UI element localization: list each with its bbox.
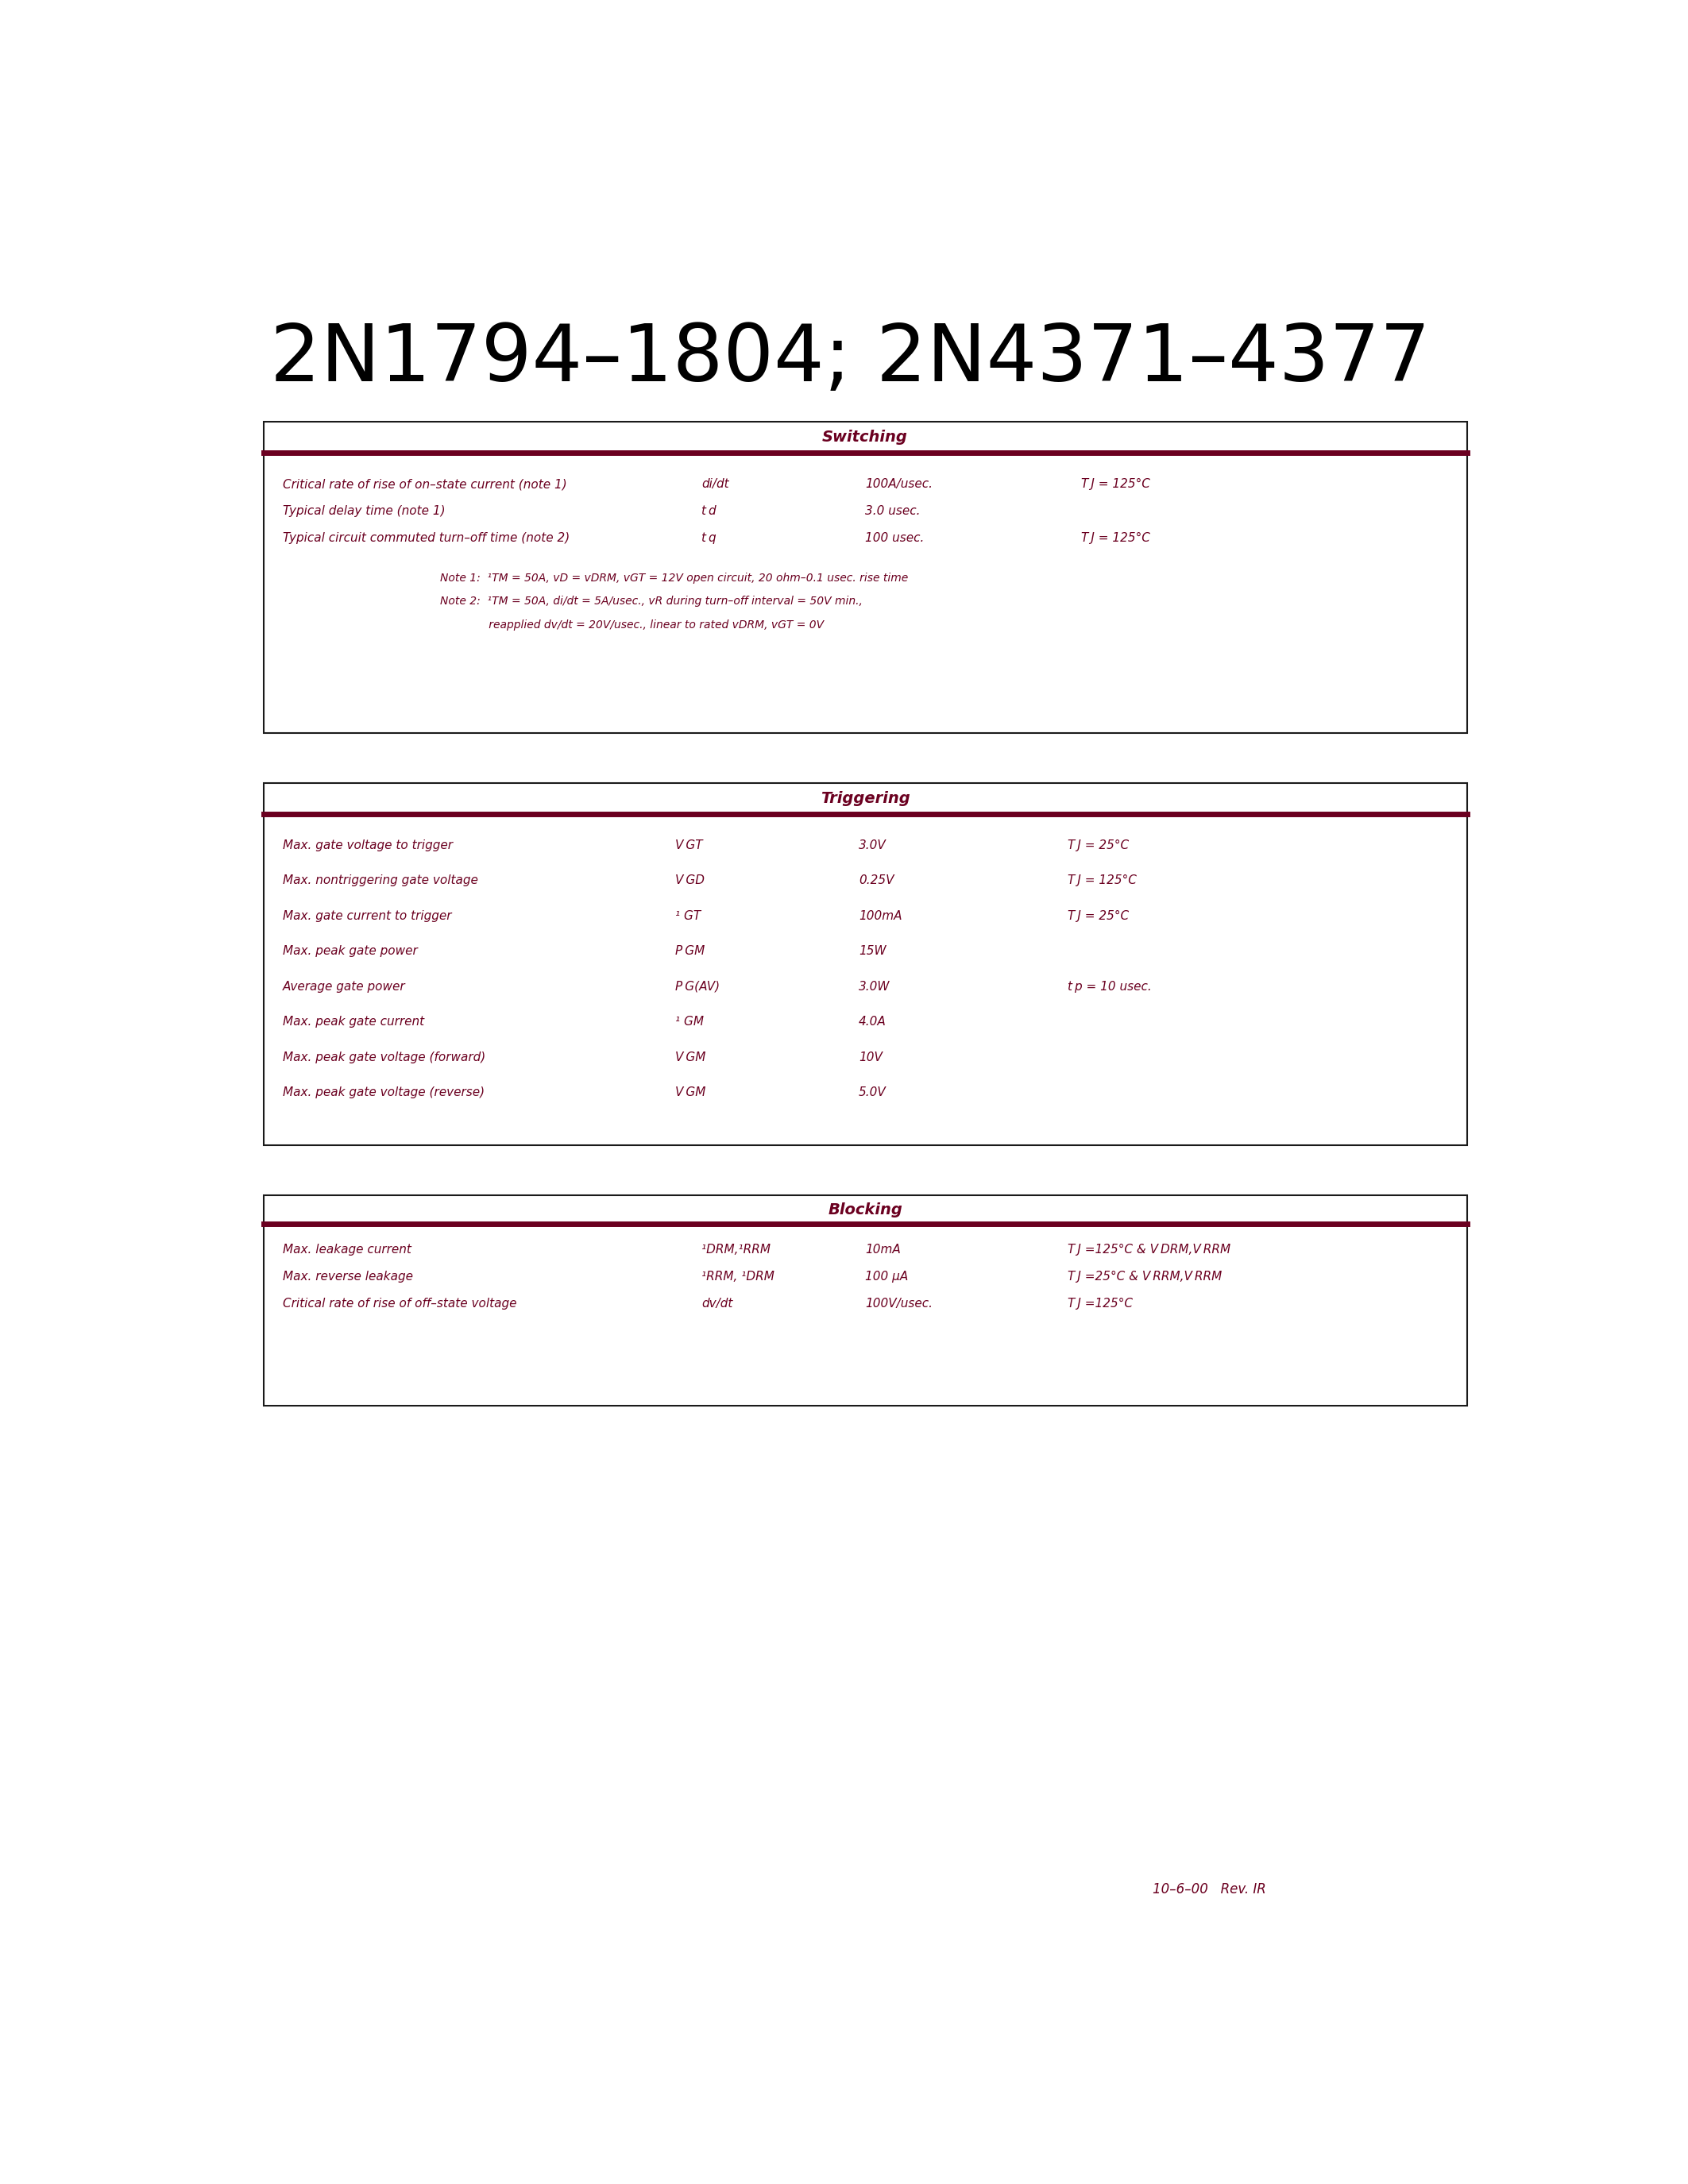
Text: 0.25V: 0.25V [859,874,895,887]
Text: t p = 10 usec.: t p = 10 usec. [1069,981,1151,992]
Text: t q: t q [702,533,716,544]
Text: Max. peak gate current: Max. peak gate current [284,1016,424,1029]
Text: Note 1:  ¹TM = 50A, ᴠD = ᴠDRM, ᴠGT = 12V open circuit, 20 ohm–0.1 usec. rise tim: Note 1: ¹TM = 50A, ᴠD = ᴠDRM, ᴠGT = 12V … [441,572,908,583]
Text: T J = 125°C: T J = 125°C [1069,874,1138,887]
Text: V GT: V GT [675,839,702,852]
Text: ¹ GT: ¹ GT [675,911,701,922]
Text: T J =125°C & V DRM,V RRM: T J =125°C & V DRM,V RRM [1069,1245,1231,1256]
Text: V GM: V GM [675,1088,706,1099]
Text: Typical delay time (note 1): Typical delay time (note 1) [284,505,446,518]
Text: Max. peak gate voltage (forward): Max. peak gate voltage (forward) [284,1051,486,1064]
Text: 3.0W: 3.0W [859,981,890,992]
Text: reapplied dv/dt = 20V/usec., linear to rated ᴠDRM, ᴠGT = 0V: reapplied dv/dt = 20V/usec., linear to r… [441,620,824,631]
Text: ¹DRM,¹RRM: ¹DRM,¹RRM [702,1245,771,1256]
Text: Max. gate current to trigger: Max. gate current to trigger [284,911,452,922]
Text: T J = 25°C: T J = 25°C [1069,839,1129,852]
Text: V GM: V GM [675,1051,706,1064]
Text: 5.0V: 5.0V [859,1088,886,1099]
Text: Max. nontriggering gate voltage: Max. nontriggering gate voltage [284,874,478,887]
Text: 3.0 usec.: 3.0 usec. [866,505,920,518]
Text: 100V/usec.: 100V/usec. [866,1297,932,1310]
Text: Average gate power: Average gate power [284,981,405,992]
Text: P GM: P GM [675,946,706,957]
Text: T J = 25°C: T J = 25°C [1069,911,1129,922]
Bar [263,1195,1467,1406]
Text: 100mA: 100mA [859,911,901,922]
Bar [263,784,1467,1144]
Text: 10V: 10V [859,1051,883,1064]
Text: T J =25°C & V RRM,V RRM: T J =25°C & V RRM,V RRM [1069,1271,1222,1282]
Text: 4.0A: 4.0A [859,1016,886,1029]
Text: Typical circuit commuted turn–off time (note 2): Typical circuit commuted turn–off time (… [284,533,571,544]
Text: T J = 125°C: T J = 125°C [1080,533,1150,544]
Text: 3.0V: 3.0V [859,839,886,852]
Text: V GD: V GD [675,874,706,887]
Text: Critical rate of rise of off–state voltage: Critical rate of rise of off–state volta… [284,1297,517,1310]
Text: 2N1794–1804; 2N4371–4377: 2N1794–1804; 2N4371–4377 [270,321,1430,397]
Text: Max. leakage current: Max. leakage current [284,1245,412,1256]
Text: 10mA: 10mA [866,1245,901,1256]
Text: Max. reverse leakage: Max. reverse leakage [284,1271,414,1282]
Text: Blocking: Blocking [827,1201,903,1216]
Text: Max. peak gate power: Max. peak gate power [284,946,419,957]
Bar [263,422,1467,734]
Text: dv/dt: dv/dt [702,1297,733,1310]
Text: Triggering: Triggering [820,791,910,806]
Text: Switching: Switching [822,430,908,446]
Text: Max. gate voltage to trigger: Max. gate voltage to trigger [284,839,452,852]
Text: T J = 125°C: T J = 125°C [1080,478,1150,489]
Text: 100A/usec.: 100A/usec. [866,478,932,489]
Text: ¹RRM, ¹DRM: ¹RRM, ¹DRM [702,1271,775,1282]
Text: P G(AV): P G(AV) [675,981,721,992]
Text: 100 usec.: 100 usec. [866,533,925,544]
Text: Critical rate of rise of on–state current (note 1): Critical rate of rise of on–state curren… [284,478,567,489]
Text: Note 2:  ¹TM = 50A, di/dt = 5A/usec., ᴠR during turn–off interval = 50V min.,: Note 2: ¹TM = 50A, di/dt = 5A/usec., ᴠR … [441,596,863,607]
Text: 15W: 15W [859,946,886,957]
Text: ¹ GM: ¹ GM [675,1016,704,1029]
Text: 10–6–00   Rev. IR: 10–6–00 Rev. IR [1153,1883,1266,1896]
Text: Max. peak gate voltage (reverse): Max. peak gate voltage (reverse) [284,1088,484,1099]
Text: 100 μA: 100 μA [866,1271,908,1282]
Text: t d: t d [702,505,716,518]
Text: T J =125°C: T J =125°C [1069,1297,1133,1310]
Text: di/dt: di/dt [702,478,729,489]
